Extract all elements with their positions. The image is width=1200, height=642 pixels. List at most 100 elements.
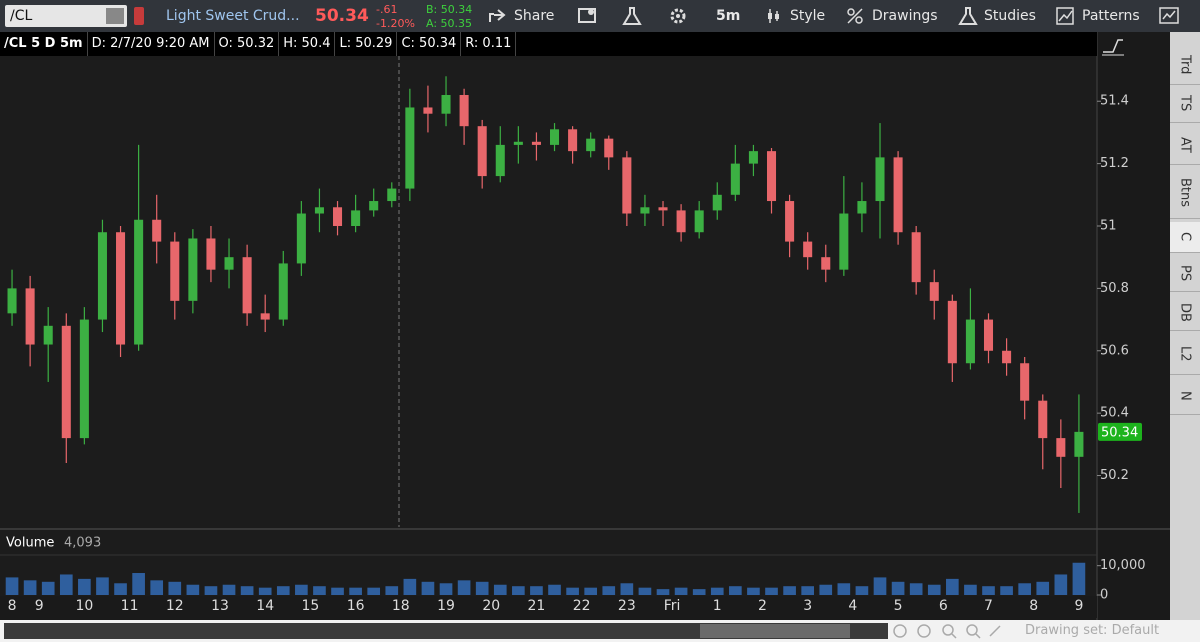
candle-body: [676, 210, 686, 233]
sidebar-tab[interactable]: TS: [1170, 84, 1200, 123]
ask: A: 50.35: [426, 17, 473, 30]
volume-bar: [96, 577, 109, 595]
candle-body: [477, 126, 487, 177]
volume-bar: [656, 589, 670, 595]
ohlc-info: L: 50.29: [335, 32, 398, 56]
style-icon: [768, 9, 779, 23]
volume-bar: [23, 580, 37, 595]
volume-bar: [258, 587, 272, 595]
studies-button[interactable]: Studies: [984, 8, 1036, 24]
x-tick-label: Fri: [664, 598, 681, 614]
candle-body: [61, 325, 71, 439]
sidebar-tab[interactable]: Btns: [1170, 168, 1200, 219]
volume-bar: [1018, 583, 1031, 595]
timeframe-button[interactable]: 5m: [716, 8, 741, 24]
volume-bar: [765, 587, 778, 595]
candle-body: [170, 241, 180, 301]
volume-tick-label: 0: [1100, 588, 1108, 603]
candle-body: [604, 138, 614, 158]
candle-body: [242, 257, 252, 314]
x-tick-label: 15: [301, 598, 319, 614]
sidebar-tab[interactable]: N: [1170, 378, 1200, 415]
alert-flag[interactable]: [134, 7, 144, 25]
ohlc-info: D: 2/7/20 9:20 AM: [88, 32, 215, 56]
patterns-icon: [1056, 7, 1074, 25]
volume-bar: [1036, 581, 1050, 595]
volume-bar: [801, 586, 815, 595]
candle-body: [1056, 438, 1066, 457]
candle-body: [712, 194, 722, 211]
notes-icon[interactable]: [578, 7, 598, 25]
flask-icon[interactable]: [622, 6, 642, 26]
volume-bar: [747, 587, 760, 595]
symbol: /CL: [10, 8, 33, 24]
volume-bar: [729, 586, 742, 595]
volume-bar: [674, 587, 688, 595]
candle-body: [43, 325, 53, 345]
scroll-track[interactable]: [4, 623, 888, 639]
volume-bar: [566, 587, 579, 595]
x-tick-label: 9: [35, 598, 44, 614]
candle-body: [1020, 363, 1030, 401]
candle-body: [839, 213, 849, 270]
volume-bar: [493, 584, 507, 595]
x-tick-label: 7: [984, 598, 993, 614]
change-percent: -1.20%: [376, 17, 415, 30]
sidebar-tab[interactable]: Trd: [1170, 46, 1200, 85]
volume-bar: [873, 577, 887, 595]
volume-bar: [964, 584, 977, 595]
sidebar-tab[interactable]: C: [1170, 222, 1200, 253]
volume-bar: [692, 589, 706, 595]
volume-bar: [783, 586, 796, 595]
chart-menu-icon[interactable]: [1158, 6, 1180, 26]
volume-bar: [927, 584, 941, 595]
volume-bar: [78, 578, 91, 595]
zoom-controls[interactable]: [890, 622, 1020, 640]
x-tick-label: 10: [75, 598, 93, 614]
sidebar-tab[interactable]: PS: [1170, 255, 1200, 292]
sidebar-tab[interactable]: L2: [1170, 334, 1200, 375]
volume-bar: [331, 587, 344, 595]
symbol-dropdown[interactable]: [106, 8, 124, 24]
symbol-box[interactable]: [5, 5, 127, 27]
price-panel: [0, 56, 1097, 528]
patterns-button[interactable]: Patterns: [1082, 8, 1140, 24]
candle-body: [965, 319, 975, 364]
candle-body: [513, 141, 523, 145]
candle-body: [314, 207, 324, 214]
volume-bar: [982, 586, 995, 595]
style-button[interactable]: Style: [790, 8, 826, 24]
drawings-button[interactable]: Drawings: [872, 8, 938, 24]
volume-bar: [150, 580, 164, 595]
trend-icon[interactable]: [1103, 39, 1123, 53]
volume-bar: [710, 587, 724, 595]
volume-bar: [602, 586, 616, 595]
candle-body: [97, 232, 107, 320]
volume-bar: [439, 583, 453, 595]
x-tick-label: 11: [121, 598, 139, 614]
settings-icon[interactable]: [668, 6, 688, 26]
volume-bar: [349, 587, 362, 595]
x-tick-label: 20: [482, 598, 500, 614]
sidebar-tab[interactable]: DB: [1170, 294, 1200, 331]
volume-bar: [1054, 574, 1068, 595]
ohlc-info: R: 0.11: [461, 32, 517, 56]
x-tick-label: 13: [211, 598, 229, 614]
share-button[interactable]: Share: [514, 8, 555, 24]
y-tick-label: 51.4: [1100, 94, 1129, 109]
volume-bar: [240, 586, 254, 595]
candle-body: [550, 129, 560, 145]
x-tick-label: 14: [256, 598, 274, 614]
volume-bar: [403, 578, 417, 595]
volume-bar: [512, 586, 525, 595]
sidebar-tab[interactable]: AT: [1170, 126, 1200, 165]
candle-body: [188, 238, 198, 301]
scroll-thumb[interactable]: [700, 624, 850, 638]
volume-bar: [891, 581, 905, 595]
x-tick-label: 1: [713, 598, 722, 614]
last-price-label: 50.34: [1101, 425, 1138, 440]
x-tick-label: 3: [803, 598, 812, 614]
volume-bar: [276, 586, 290, 595]
candle-body: [79, 319, 89, 439]
x-tick-label: 19: [437, 598, 455, 614]
